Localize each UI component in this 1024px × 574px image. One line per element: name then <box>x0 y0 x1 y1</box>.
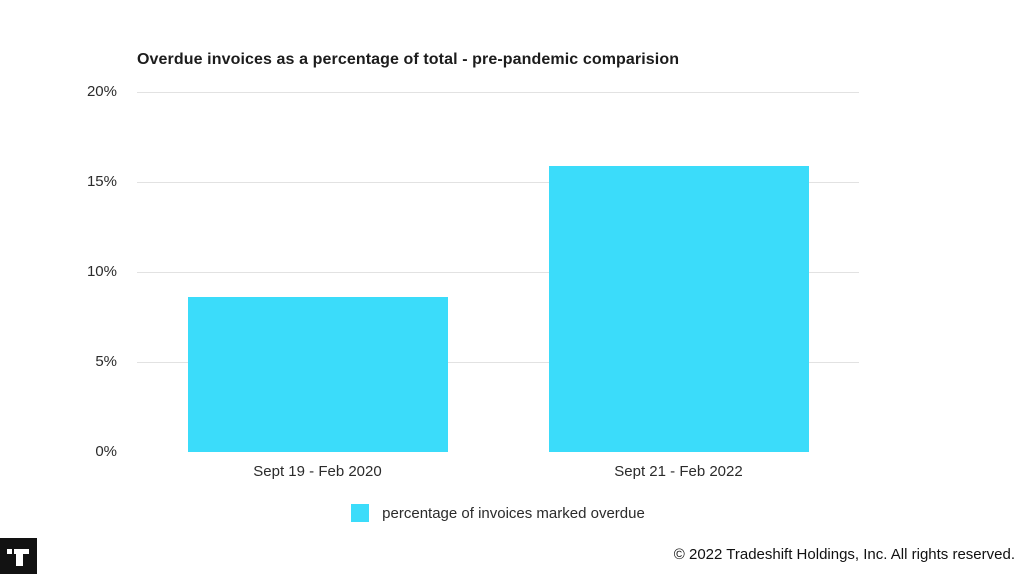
copyright-text: © 2022 Tradeshift Holdings, Inc. All rig… <box>673 546 1015 563</box>
x-axis: Sept 19 - Feb 2020 Sept 21 - Feb 2022 <box>137 463 859 480</box>
bar-slot <box>137 92 498 452</box>
y-tick-label: 15% <box>86 173 117 190</box>
y-tick-label: 0% <box>95 443 117 460</box>
bar-Sept 21 - Feb 2022 <box>548 165 809 452</box>
gridline-20 <box>137 92 859 93</box>
bar-Sept 19 - Feb 2020 <box>187 297 448 452</box>
legend-swatch <box>351 504 370 522</box>
chart-title: Overdue invoices as a percentage of tota… <box>137 51 680 68</box>
gridline-15 <box>137 182 859 183</box>
legend-label: percentage of invoices marked overdue <box>382 504 645 522</box>
y-tick-label: 5% <box>95 353 117 370</box>
legend: percentage of invoices marked overdue <box>137 504 859 522</box>
y-tick-label: 10% <box>86 263 117 280</box>
x-tick-label: Sept 21 - Feb 2022 <box>614 463 743 480</box>
bar-slot <box>498 92 859 452</box>
tradeshift-logo-icon <box>0 538 37 574</box>
gridline-5 <box>137 362 859 363</box>
y-tick-label: 20% <box>86 83 117 100</box>
gridline-10 <box>137 272 859 273</box>
bars <box>137 92 859 452</box>
x-tick-label: Sept 19 - Feb 2020 <box>253 463 382 480</box>
plot-area <box>137 92 859 452</box>
